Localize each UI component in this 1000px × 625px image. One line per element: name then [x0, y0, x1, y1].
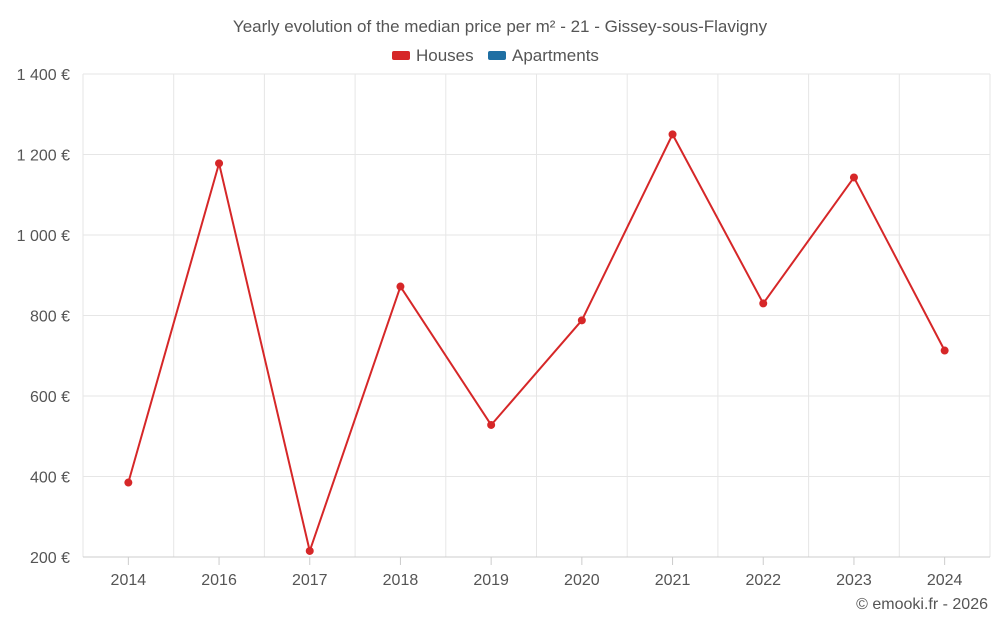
legend-item-apartments[interactable]: Apartments	[488, 46, 599, 65]
y-tick-label: 200 €	[30, 550, 70, 567]
y-tick-label: 600 €	[30, 389, 70, 406]
series-houses	[124, 130, 949, 555]
x-tick-label: 2018	[383, 572, 419, 589]
data-point[interactable]	[487, 420, 496, 429]
y-tick-label: 400 €	[30, 470, 70, 487]
x-tick-label: 2022	[745, 572, 781, 589]
data-point[interactable]	[849, 173, 858, 182]
data-point[interactable]	[668, 130, 677, 139]
data-point[interactable]	[577, 316, 586, 325]
grid	[82, 73, 991, 557]
x-tick-label: 2023	[836, 572, 872, 589]
credit-text: © emooki.fr - 2026	[856, 596, 988, 613]
y-tick-label: 1 000 €	[17, 228, 70, 245]
x-tick-label: 2016	[201, 572, 237, 589]
data-point[interactable]	[940, 346, 949, 355]
legend: Houses Apartments	[392, 46, 599, 65]
y-tick-label: 800 €	[30, 309, 70, 326]
x-tick-label: 2021	[655, 572, 691, 589]
data-point[interactable]	[124, 478, 133, 487]
data-point[interactable]	[396, 282, 405, 291]
legend-item-houses[interactable]: Houses	[392, 46, 474, 65]
data-point[interactable]	[215, 159, 224, 168]
legend-swatch-houses	[392, 51, 410, 60]
x-tick-label: 2024	[927, 572, 963, 589]
legend-label-apartments: Apartments	[512, 46, 599, 65]
y-tick-label: 1 400 €	[17, 67, 70, 84]
x-tick-label: 2017	[292, 572, 328, 589]
data-point[interactable]	[759, 299, 768, 308]
y-tick-label: 1 200 €	[17, 148, 70, 165]
legend-label-houses: Houses	[416, 46, 474, 65]
series-line-houses	[127, 133, 946, 552]
x-tick-label: 2019	[473, 572, 509, 589]
y-axis-labels: 200 € 400 € 600 € 800 € 1 000 € 1 200 € 1 400 …	[17, 67, 70, 567]
axes	[83, 556, 990, 565]
x-tick-label: 2014	[111, 572, 147, 589]
data-point[interactable]	[305, 546, 314, 555]
x-axis-labels: 2014 2016 2017 2018 2019 2020 2021 2022 2023 2024	[111, 572, 963, 589]
legend-swatch-apartments	[488, 51, 506, 60]
x-tick-label: 2020	[564, 572, 600, 589]
chart-title: Yearly evolution of the median price per…	[233, 17, 768, 36]
